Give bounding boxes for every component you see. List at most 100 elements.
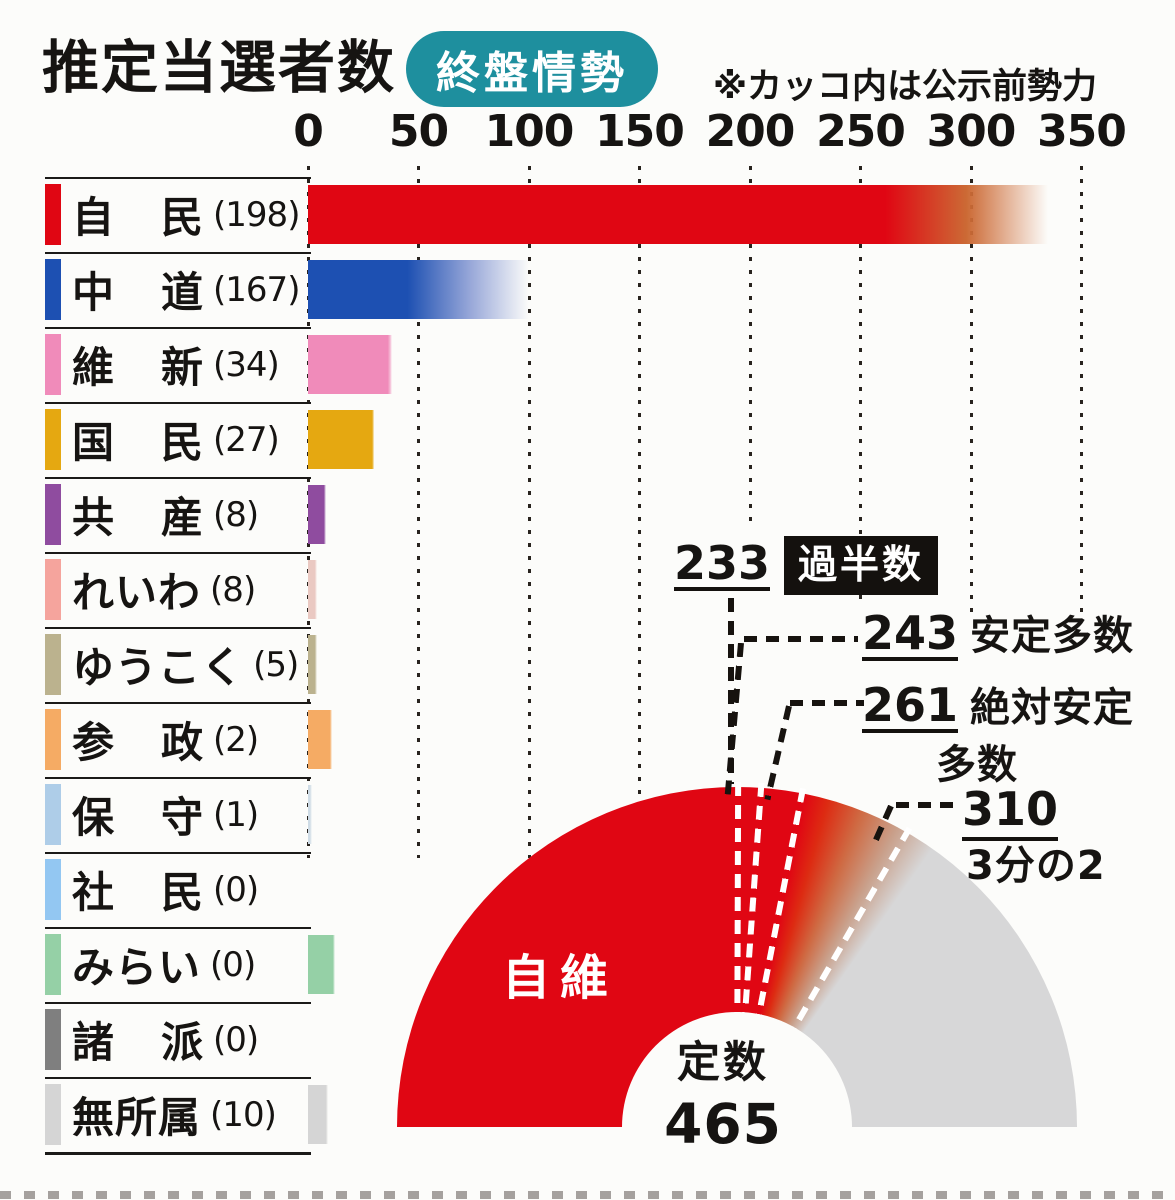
party-name: みらい xyxy=(72,943,202,992)
marker-233: 233 過半数 xyxy=(674,536,939,595)
party-name: ゆうこく xyxy=(72,643,245,692)
party-bar xyxy=(308,935,335,994)
party-row: 共産 (8) xyxy=(72,477,259,552)
row-divider xyxy=(45,402,311,404)
party-row: ゆうこく (5) xyxy=(72,627,299,702)
party-bar xyxy=(308,785,312,844)
party-row: 国民 (27) xyxy=(72,402,280,477)
capacity-block: 定数 465 xyxy=(637,1028,809,1156)
party-bar xyxy=(308,485,326,544)
party-pre-count: (8) xyxy=(210,569,256,610)
capacity-label: 定数 xyxy=(677,1038,769,1088)
party-color-swatch xyxy=(45,634,61,695)
party-name: 共産 xyxy=(72,493,205,542)
party-name: 国民 xyxy=(72,418,205,467)
party-color-swatch xyxy=(45,259,61,320)
party-color-swatch xyxy=(45,334,61,395)
party-pre-count: (198) xyxy=(213,194,300,235)
row-divider xyxy=(45,477,311,479)
row-divider xyxy=(45,252,311,254)
gridline xyxy=(859,166,862,600)
party-row: 社民 (0) xyxy=(72,852,259,927)
marker-310-value: 310 xyxy=(962,782,1059,841)
party-pre-count: (10) xyxy=(210,1094,277,1135)
marker-243-label: 安定多数 xyxy=(970,613,1135,659)
party-pre-count: (27) xyxy=(213,419,280,460)
party-row: 自民 (198) xyxy=(72,177,300,252)
gridline xyxy=(638,166,641,800)
party-bar xyxy=(308,260,529,319)
table-bottom-border xyxy=(45,1152,311,1155)
row-divider xyxy=(45,177,311,179)
cropped-text-strip xyxy=(0,1191,1175,1199)
axis-tick-label: 50 xyxy=(388,106,449,157)
row-divider xyxy=(45,927,311,929)
axis-tick-label: 300 xyxy=(926,106,1017,157)
row-divider xyxy=(45,852,311,854)
party-color-swatch xyxy=(45,859,61,920)
leader-line-233 xyxy=(728,598,734,784)
party-name: 中道 xyxy=(72,268,205,317)
phase-badge: 終盤情勢 xyxy=(406,31,658,107)
party-row: 参政 (2) xyxy=(72,702,259,777)
row-divider xyxy=(45,1077,311,1079)
party-bar xyxy=(308,185,1048,244)
party-name: 参政 xyxy=(72,718,205,767)
party-name: れいわ xyxy=(72,568,202,617)
marker-261-label2: 多数 xyxy=(936,742,1018,788)
row-divider xyxy=(45,627,311,629)
party-bar xyxy=(308,710,332,769)
party-bar xyxy=(308,410,374,469)
party-row: 保守 (1) xyxy=(72,777,259,852)
page-title: 推定当選者数 xyxy=(42,35,396,101)
axis-tick-label: 350 xyxy=(1037,106,1127,157)
donut-inside-label: 自維 xyxy=(502,950,619,1006)
party-color-swatch xyxy=(45,934,61,995)
party-pre-count: (34) xyxy=(213,344,280,385)
marker-261-label: 絶対安定 xyxy=(970,685,1135,731)
party-pre-count: (0) xyxy=(210,944,256,985)
legend-note: ※カッコ内は公示前勢力 xyxy=(713,67,1098,107)
party-color-swatch xyxy=(45,709,61,770)
leader-line-261-h xyxy=(790,700,864,706)
marker-310: 310 3分の2 xyxy=(962,782,1106,889)
marker-310-label: 3分の2 xyxy=(966,843,1106,889)
leader-line-261-d xyxy=(764,705,792,801)
phase-badge-label: 終盤情勢 xyxy=(436,48,628,99)
party-bar xyxy=(308,1085,328,1144)
party-pre-count: (2) xyxy=(213,719,259,760)
party-pre-count: (8) xyxy=(213,494,259,535)
party-bar xyxy=(308,335,392,394)
axis-tick-label: 0 xyxy=(293,106,324,157)
axis-tick-label: 100 xyxy=(484,106,575,157)
gridline xyxy=(417,166,420,858)
marker-233-value: 233 xyxy=(674,536,771,591)
threshold-line-233 xyxy=(734,781,742,1015)
party-pre-count: (167) xyxy=(213,269,300,310)
axis-tick-label: 150 xyxy=(595,106,685,157)
capacity-value: 465 xyxy=(664,1092,782,1156)
party-row: みらい (0) xyxy=(72,927,256,1002)
party-name: 社民 xyxy=(72,868,205,917)
party-row: 中道 (167) xyxy=(72,252,300,327)
leader-line-310-h xyxy=(896,802,958,808)
row-divider xyxy=(45,552,311,554)
row-divider xyxy=(45,702,311,704)
party-color-swatch xyxy=(45,184,61,245)
gridline xyxy=(527,166,531,858)
party-color-swatch xyxy=(45,1084,61,1145)
party-pre-count: (1) xyxy=(213,794,259,835)
marker-233-label: 過半数 xyxy=(784,536,939,595)
gridline xyxy=(969,166,973,612)
gridline xyxy=(1080,166,1083,612)
party-name: 諸派 xyxy=(72,1018,205,1067)
axis-tick-label: 200 xyxy=(705,106,796,157)
row-divider xyxy=(45,777,311,779)
marker-243-value: 243 xyxy=(862,606,959,661)
row-divider xyxy=(45,1002,311,1004)
party-pre-count: (0) xyxy=(213,869,259,910)
party-row: 無所属 (10) xyxy=(72,1077,277,1152)
marker-243: 243 安定多数 xyxy=(862,610,1134,661)
leader-line-243-h xyxy=(744,636,858,642)
